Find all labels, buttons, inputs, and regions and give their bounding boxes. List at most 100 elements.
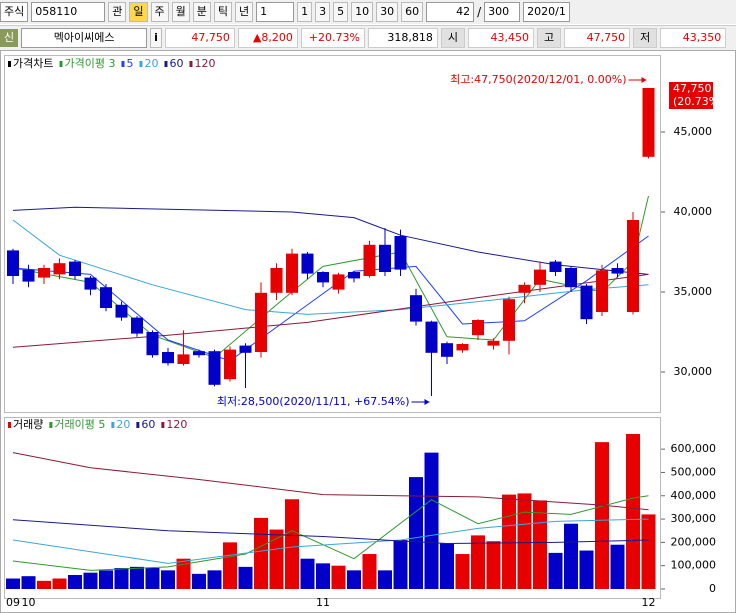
market[interactable]: 주식 [0, 2, 29, 22]
legend-marker [121, 61, 125, 67]
volume-bar [471, 535, 485, 589]
legend-marker [49, 422, 53, 428]
interval-button[interactable]: 1 [297, 2, 313, 22]
volume-bar [331, 565, 346, 589]
candle-body [580, 285, 593, 320]
legend-entry: 5 [126, 57, 133, 70]
price-tag-label: 47,750 [673, 82, 712, 95]
volume-bar [21, 576, 36, 589]
volume-bar [424, 452, 439, 589]
volume-panel [4, 417, 661, 599]
y-tick-label: 45,000 [674, 125, 713, 138]
period-button[interactable]: 월 [171, 2, 190, 22]
chart-frame [0, 50, 736, 613]
open-label: 시 [440, 28, 466, 48]
legend-marker [136, 422, 140, 428]
interval-button[interactable]: 30 [376, 2, 399, 22]
price-panel [4, 55, 661, 413]
quote-bar: 신 멕아이씨에스 i 47,750 ▲8,200 +20.73% 318,818… [0, 25, 736, 50]
volume-bar [595, 442, 609, 589]
code-input[interactable]: 058110 [31, 2, 106, 22]
volume-bar [161, 570, 175, 589]
interval-button[interactable]: 10 [351, 2, 374, 22]
volume-bar [548, 552, 563, 589]
y-tick-label: 100,000 [671, 559, 717, 572]
legend-title: 거래량 [13, 418, 43, 431]
x-tick-label: 11 [316, 596, 330, 609]
price-tag [669, 82, 713, 109]
candle-body [317, 272, 329, 283]
candle-body [131, 317, 143, 334]
ma-line [12, 219, 649, 315]
period-button[interactable]: 년 [235, 2, 254, 22]
high-label: 고 [537, 28, 562, 48]
y-tick-label: 0 [709, 582, 716, 595]
candle-body [425, 321, 438, 353]
volume-bar [533, 500, 547, 589]
candle-body [239, 345, 252, 353]
volume-bar [316, 563, 330, 589]
rate: +20.73% [300, 28, 365, 48]
volume-bar [641, 514, 656, 589]
separator: / [477, 5, 482, 19]
high: 47,750 [564, 28, 631, 48]
candle-body [69, 261, 81, 276]
candle-body [270, 268, 283, 293]
candle-body [379, 244, 391, 272]
y-tick-label: 35,000 [674, 285, 713, 298]
stock-name[interactable]: 멕아이씨에스 [21, 28, 148, 48]
period-button[interactable]: 주 [150, 2, 169, 22]
price: 47,750 [164, 28, 235, 48]
legend-marker [8, 422, 11, 428]
legend-entry: 120 [166, 418, 187, 431]
arrow-head [641, 77, 647, 83]
legend-marker [59, 61, 63, 67]
interval-button[interactable]: 3 [315, 2, 331, 22]
volume-bar [176, 558, 191, 589]
volume-bar [362, 554, 377, 589]
annotation: 최저:28,500(2020/11/11, +67.54%) [217, 395, 410, 408]
toolbar: 주식 058110 관 일 주 월 분 틱 년 1 1 3 5 10 30 60… [0, 0, 736, 24]
candle-body [162, 352, 174, 364]
interval-button[interactable]: 60 [401, 2, 424, 22]
volume-bar [130, 566, 144, 589]
volume-bar [114, 568, 129, 589]
interval-button[interactable]: 5 [333, 2, 349, 22]
period-button[interactable]: 일 [129, 2, 148, 22]
ma-line [12, 452, 649, 511]
volume-bar [223, 542, 237, 589]
ma-line [12, 273, 649, 348]
volume-bar [378, 570, 392, 589]
volume-bar [52, 578, 67, 589]
count-input[interactable]: 42 [426, 2, 475, 22]
legend-entry: 가격이평 3 [64, 57, 115, 70]
candle-body [534, 269, 546, 285]
legend-marker [8, 61, 11, 67]
date-input[interactable]: 2020/1 [523, 2, 570, 22]
candle-body [100, 287, 112, 308]
candle-body [363, 244, 376, 276]
info-button[interactable]: i [150, 28, 162, 48]
unit-select[interactable]: 1 [256, 2, 295, 22]
legend-title: 가격차트 [13, 57, 53, 70]
volume-bar [409, 477, 423, 589]
annotation: 최고:47,750(2020/12/01, 0.00%) [450, 73, 626, 86]
candle-body [472, 320, 484, 336]
candle-body [487, 340, 500, 346]
candle-body [22, 269, 35, 282]
candle-body [115, 304, 128, 318]
period-button[interactable]: 틱 [213, 2, 232, 22]
candle-body [642, 88, 655, 157]
period-button[interactable]: 분 [192, 2, 211, 22]
candle-body [7, 250, 19, 276]
legend-entry: 20 [116, 418, 130, 431]
y-tick-label: 600,000 [671, 442, 717, 455]
volume-bar [626, 433, 640, 589]
candle-body [596, 270, 608, 312]
watch-button[interactable]: 관 [108, 2, 127, 22]
total-input[interactable]: 300 [484, 2, 521, 22]
candle-body [565, 268, 577, 288]
candle-body [441, 343, 453, 357]
legend-marker [189, 61, 193, 67]
